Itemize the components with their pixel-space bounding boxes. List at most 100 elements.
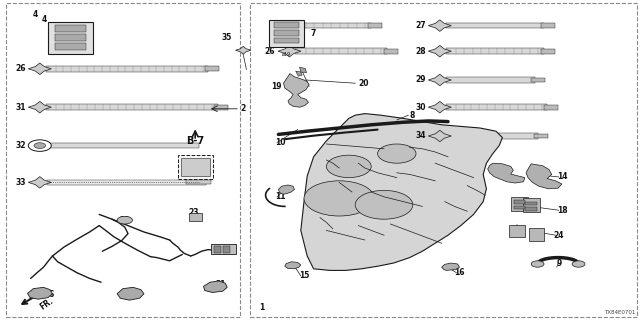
Bar [525,202,537,205]
Polygon shape [28,177,51,188]
Polygon shape [28,287,52,299]
Polygon shape [285,262,301,269]
Text: 32: 32 [15,141,26,150]
Bar [223,246,230,253]
Text: 27: 27 [415,21,426,30]
Bar [525,207,537,211]
Text: 30: 30 [415,103,426,112]
Bar [45,104,218,110]
Bar [523,198,540,212]
Bar [509,225,525,237]
Circle shape [326,155,371,178]
Bar [531,78,545,82]
Text: 8: 8 [410,111,415,120]
Text: 29: 29 [415,76,426,84]
Text: TX84E0701: TX84E0701 [604,310,636,315]
Text: 19: 19 [296,82,307,91]
Text: 10: 10 [275,138,285,147]
Text: 12: 12 [214,247,224,256]
Text: 13: 13 [499,170,509,179]
Text: 17: 17 [517,203,528,212]
Bar [6,3,240,317]
Polygon shape [488,163,525,183]
Text: 20: 20 [358,79,369,88]
Polygon shape [236,46,251,54]
Bar [205,67,219,71]
Text: 14: 14 [557,172,567,181]
Text: 35: 35 [221,33,232,42]
Text: 15: 15 [300,271,310,280]
Bar [544,105,558,109]
Text: 6: 6 [49,290,54,299]
Polygon shape [301,114,502,270]
Text: 28: 28 [415,47,426,56]
Bar [211,244,236,254]
Polygon shape [28,101,51,113]
Bar [511,197,528,211]
Circle shape [355,190,413,219]
Polygon shape [204,281,227,292]
Text: 25: 25 [512,227,522,236]
Polygon shape [300,67,307,73]
Bar [274,38,299,43]
Bar [445,77,534,83]
Text: ø19: ø19 [282,52,291,57]
Circle shape [34,143,45,148]
Text: FR.: FR. [38,297,55,312]
Text: 26: 26 [15,64,26,73]
Bar [55,34,86,41]
Bar [55,25,86,32]
Polygon shape [117,287,144,300]
Circle shape [378,144,416,163]
Bar [445,104,547,110]
Circle shape [28,140,51,151]
Polygon shape [28,63,51,75]
Bar [282,22,301,29]
Text: 11: 11 [275,192,285,201]
Polygon shape [428,45,451,57]
Circle shape [572,261,585,267]
Bar [45,143,198,148]
Bar [45,66,208,72]
Circle shape [117,216,132,224]
Bar [189,213,202,221]
Polygon shape [428,130,451,142]
Polygon shape [428,20,451,31]
Text: B-7: B-7 [186,136,204,146]
Bar [250,3,637,317]
Bar [214,246,221,253]
Polygon shape [296,71,302,76]
Text: 4: 4 [42,15,47,24]
Bar [529,228,544,241]
Text: 24: 24 [554,231,564,240]
Polygon shape [428,74,451,86]
Polygon shape [284,74,309,107]
Text: 7: 7 [310,29,316,38]
Text: 5: 5 [132,290,137,299]
Bar [514,200,525,204]
Circle shape [304,181,374,216]
Text: 16: 16 [454,268,465,277]
Bar [186,180,211,184]
Bar [178,155,213,179]
Polygon shape [442,263,460,270]
Bar [269,20,304,47]
Bar [534,134,548,138]
Text: 21: 21 [216,280,226,289]
Polygon shape [526,164,562,189]
Text: 23: 23 [188,208,198,217]
Text: 9: 9 [557,259,562,268]
Bar [384,49,398,53]
Bar [214,105,228,109]
Circle shape [531,261,544,267]
Bar [274,30,299,36]
Bar [541,49,555,53]
Text: 22: 22 [120,216,130,225]
Bar [181,158,210,176]
Bar [541,23,555,28]
Bar [295,48,387,54]
Polygon shape [278,45,301,57]
Polygon shape [278,185,294,194]
Text: 4: 4 [33,10,38,19]
Bar [48,22,93,54]
